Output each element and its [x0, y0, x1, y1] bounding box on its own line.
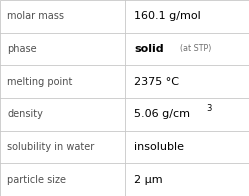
Text: solid: solid [134, 44, 164, 54]
Text: melting point: melting point [7, 77, 73, 87]
Text: density: density [7, 109, 43, 119]
Text: solubility in water: solubility in water [7, 142, 95, 152]
Text: 160.1 g/mol: 160.1 g/mol [134, 11, 201, 21]
Text: 5.06 g/cm: 5.06 g/cm [134, 109, 190, 119]
Text: 3: 3 [207, 104, 212, 113]
Text: phase: phase [7, 44, 37, 54]
Text: molar mass: molar mass [7, 11, 64, 21]
Text: 2 μm: 2 μm [134, 175, 163, 185]
Text: particle size: particle size [7, 175, 66, 185]
Text: 2375 °C: 2375 °C [134, 77, 180, 87]
Text: insoluble: insoluble [134, 142, 185, 152]
Text: (at STP): (at STP) [175, 44, 212, 54]
